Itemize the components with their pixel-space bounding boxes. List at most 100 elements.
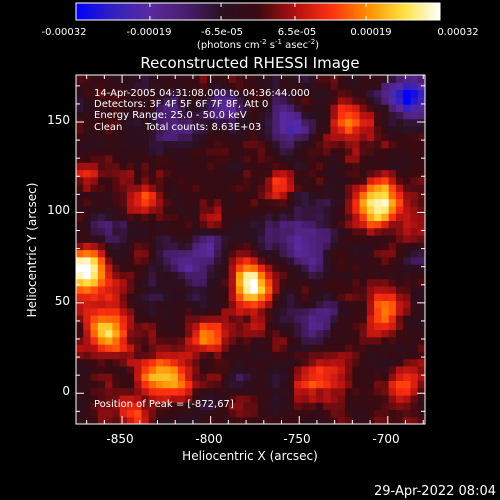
heatmap-cell bbox=[388, 387, 397, 396]
heatmap-cell bbox=[381, 89, 390, 98]
heatmap-cell bbox=[403, 387, 412, 396]
heatmap-cell bbox=[214, 205, 223, 214]
heatmap-cell bbox=[185, 285, 193, 294]
heatmap-cell bbox=[272, 322, 281, 331]
x-tick-label: -700 bbox=[372, 432, 399, 446]
heatmap-cell bbox=[126, 82, 135, 91]
heatmap-cell bbox=[366, 242, 375, 251]
heatmap-cell bbox=[83, 249, 92, 258]
heatmap-cell bbox=[119, 256, 128, 265]
heatmap-cell bbox=[235, 205, 244, 214]
heatmap-cell bbox=[410, 387, 419, 396]
heatmap-cell bbox=[235, 125, 244, 134]
heatmap-cell bbox=[206, 162, 215, 171]
heatmap-cell bbox=[243, 344, 252, 352]
heatmap-cell bbox=[119, 249, 128, 258]
y-tick-label: 150 bbox=[47, 113, 70, 127]
heatmap-cell bbox=[294, 75, 302, 83]
heatmap-cell bbox=[286, 227, 295, 236]
heatmap-cell bbox=[395, 314, 404, 323]
heatmap-cell bbox=[366, 314, 375, 323]
heatmap-cell bbox=[395, 365, 404, 374]
heatmap-cell bbox=[90, 285, 99, 294]
heatmap-cell bbox=[345, 133, 353, 142]
heatmap-cell bbox=[403, 278, 412, 287]
heatmap-cell bbox=[250, 336, 259, 345]
heatmap-cell bbox=[112, 198, 121, 207]
heatmap-cell bbox=[345, 314, 353, 323]
heatmap-cell bbox=[294, 205, 302, 214]
heatmap-cell bbox=[134, 118, 143, 127]
heatmap-cell bbox=[185, 278, 193, 287]
heatmap-cell bbox=[177, 198, 186, 207]
heatmap-cell bbox=[323, 118, 332, 127]
heatmap-cell bbox=[395, 358, 404, 367]
heatmap-cell bbox=[214, 213, 223, 222]
heatmap-cell bbox=[403, 329, 412, 338]
heatmap-cell bbox=[177, 104, 186, 112]
heatmap-cell bbox=[381, 329, 390, 338]
heatmap-cell bbox=[294, 285, 302, 294]
heatmap-cell bbox=[323, 271, 332, 280]
heatmap-cell bbox=[134, 169, 143, 178]
heatmap-cell bbox=[214, 336, 223, 345]
heatmap-cell bbox=[148, 358, 157, 367]
heatmap-cell bbox=[112, 264, 121, 272]
heatmap-cell bbox=[417, 96, 425, 105]
heatmap-cell bbox=[257, 300, 266, 309]
heatmap-cell bbox=[359, 118, 368, 127]
heatmap-cell bbox=[126, 234, 135, 243]
heatmap-cell bbox=[330, 184, 339, 192]
heatmap-cell bbox=[119, 358, 128, 367]
heatmap-cell bbox=[199, 111, 208, 120]
heatmap-cell bbox=[119, 409, 128, 418]
heatmap-cell bbox=[90, 227, 99, 236]
heatmap-cell bbox=[359, 154, 368, 163]
heatmap-cell bbox=[345, 176, 353, 185]
heatmap-cell bbox=[105, 205, 113, 214]
heatmap-cell bbox=[395, 394, 404, 403]
heatmap-cell bbox=[265, 307, 273, 316]
heatmap-cell bbox=[403, 242, 412, 251]
heatmap-cell bbox=[76, 213, 84, 222]
heatmap-cell bbox=[148, 234, 157, 243]
heatmap-cell bbox=[352, 184, 361, 192]
heatmap-cell bbox=[330, 242, 339, 251]
heatmap-cell bbox=[417, 329, 425, 338]
heatmap-cell bbox=[257, 373, 266, 381]
heatmap-cell bbox=[279, 220, 288, 229]
heatmap-cell bbox=[308, 373, 317, 381]
heatmap-cell bbox=[359, 82, 368, 91]
heatmap-cell bbox=[301, 416, 310, 424]
heatmap-cell bbox=[199, 176, 208, 185]
heatmap-cell bbox=[119, 314, 128, 323]
heatmap-cell bbox=[119, 191, 128, 200]
heatmap-cell bbox=[337, 416, 346, 424]
heatmap-cell bbox=[243, 271, 252, 280]
heatmap-cell bbox=[185, 322, 193, 331]
heatmap-cell bbox=[192, 198, 201, 207]
heatmap-cell bbox=[286, 278, 295, 287]
heatmap-cell bbox=[272, 140, 281, 149]
heatmap-cell bbox=[235, 336, 244, 345]
heatmap-cell bbox=[323, 249, 332, 258]
heatmap-cell bbox=[308, 133, 317, 142]
heatmap-cell bbox=[366, 125, 375, 134]
heatmap-cell bbox=[228, 285, 237, 294]
heatmap-cell bbox=[235, 198, 244, 207]
heatmap-cell bbox=[330, 358, 339, 367]
heatmap-cell bbox=[337, 336, 346, 345]
heatmap-cell bbox=[330, 104, 339, 112]
heatmap-cell bbox=[301, 227, 310, 236]
heatmap-cell bbox=[279, 213, 288, 222]
heatmap-cell bbox=[119, 300, 128, 309]
heatmap-cell bbox=[214, 271, 223, 280]
heatmap-cell bbox=[170, 75, 179, 83]
heatmap-cell bbox=[257, 329, 266, 338]
heatmap-cell bbox=[315, 89, 324, 98]
heatmap-cell bbox=[105, 264, 113, 272]
heatmap-cell bbox=[417, 111, 425, 120]
heatmap-cell bbox=[286, 293, 295, 301]
heatmap-cell bbox=[112, 118, 121, 127]
heatmap-cell bbox=[286, 162, 295, 171]
